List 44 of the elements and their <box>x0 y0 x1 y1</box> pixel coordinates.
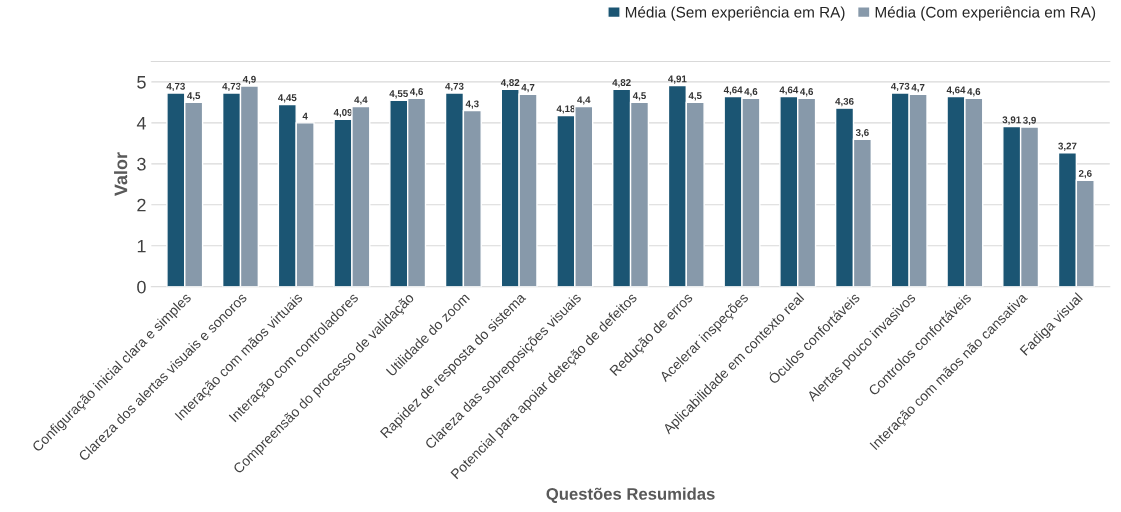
data-label: 4,09 <box>333 109 353 118</box>
data-label: 4,82 <box>500 79 520 88</box>
legend-label: Média (Sem experiência em RA) <box>625 6 845 21</box>
y-tick-label: 1 <box>137 239 146 253</box>
data-label: 4,64 <box>779 86 799 95</box>
data-label: 4,6 <box>800 88 814 97</box>
x-axis-title: Questões Resumidas <box>546 487 715 503</box>
data-label: 4,73 <box>222 82 241 92</box>
data-label: 4,91 <box>668 75 687 84</box>
data-label: 4,73 <box>445 82 464 92</box>
y-axis-title: Valor <box>114 152 128 197</box>
y-tick-label: 0 <box>137 280 146 294</box>
data-label: 4,9 <box>242 75 256 85</box>
data-label: 4,82 <box>612 79 631 88</box>
y-tick-label: 4 <box>136 117 146 130</box>
data-label: 4,73 <box>166 82 185 92</box>
data-label: 4 <box>302 112 308 120</box>
data-label: 3,91 <box>1002 116 1021 125</box>
data-label: 3,9 <box>1023 116 1036 126</box>
data-label: 4,64 <box>946 86 966 95</box>
data-label: 4,4 <box>577 96 591 105</box>
y-tick-label: 5 <box>137 76 146 89</box>
legend-label: Média (Com experiência em RA) <box>875 6 1096 21</box>
data-label: 4,6 <box>967 88 981 97</box>
data-label: 4,6 <box>744 88 758 97</box>
data-label: 4,36 <box>835 97 854 107</box>
data-label: 3,6 <box>855 129 869 138</box>
data-label: 4,64 <box>723 86 743 95</box>
data-label: 4,5 <box>632 92 646 101</box>
data-label: 4,5 <box>187 92 201 101</box>
data-label: 3,27 <box>1058 142 1077 151</box>
data-label: 2,6 <box>1078 170 1092 179</box>
data-label: 4,55 <box>389 90 408 99</box>
data-label: 4,3 <box>465 100 479 109</box>
data-label: 4,4 <box>354 96 368 105</box>
data-label: 4,18 <box>556 105 576 114</box>
data-label: 4,73 <box>890 82 910 92</box>
data-label: 4,5 <box>688 92 702 101</box>
data-label: 4,7 <box>911 84 925 93</box>
data-label: 4,6 <box>409 88 423 97</box>
y-tick-label: 3 <box>137 157 146 171</box>
y-tick-label: 2 <box>137 198 146 212</box>
data-label: 4,45 <box>277 94 297 103</box>
data-label: 4,7 <box>521 84 535 93</box>
